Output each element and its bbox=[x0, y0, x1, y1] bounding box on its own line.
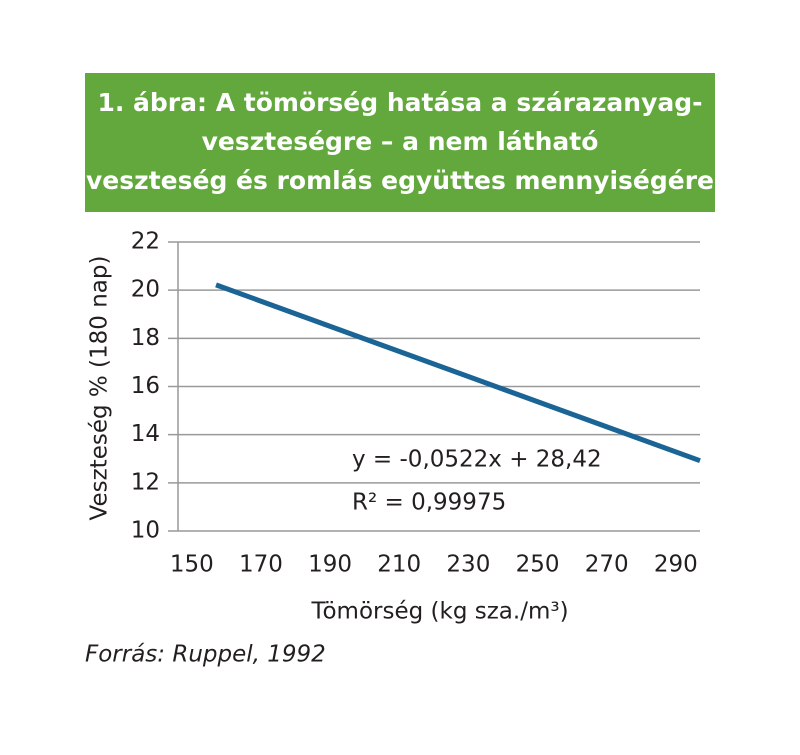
y-tick-label: 16 bbox=[131, 373, 160, 399]
y-tick-label: 18 bbox=[131, 325, 160, 351]
y-tick-label: 14 bbox=[131, 421, 160, 447]
x-tick-label: 190 bbox=[308, 552, 352, 578]
y-tick-label: 22 bbox=[131, 229, 160, 255]
annotation: R² = 0,99975 bbox=[352, 490, 506, 516]
x-tick-label: 290 bbox=[654, 552, 698, 578]
chart-title: veszteség és romlás együttes mennyiségér… bbox=[86, 166, 714, 195]
y-tick-label: 12 bbox=[131, 469, 160, 495]
title-box bbox=[85, 73, 715, 212]
chart-title: veszteségre – a nem látható bbox=[202, 127, 599, 156]
x-tick-label: 150 bbox=[170, 552, 214, 578]
x-tick-label: 210 bbox=[377, 552, 421, 578]
x-axis-label: Tömörség (kg sza./m³) bbox=[310, 599, 568, 625]
chart-title: 1. ábra: A tömörség hatása a szárazanyag… bbox=[97, 88, 702, 117]
x-tick-label: 250 bbox=[516, 552, 560, 578]
y-tick-label: 20 bbox=[131, 277, 160, 303]
source: Forrás: Ruppel, 1992 bbox=[85, 642, 326, 668]
y-axis-label: Veszteség % (180 nap) bbox=[87, 256, 113, 521]
x-tick-label: 170 bbox=[239, 552, 283, 578]
x-tick-label: 230 bbox=[446, 552, 490, 578]
y-tick-label: 10 bbox=[131, 518, 160, 544]
x-tick-label: 270 bbox=[585, 552, 629, 578]
annotation: y = -0,0522x + 28,42 bbox=[352, 447, 602, 473]
data-line bbox=[215, 282, 701, 464]
